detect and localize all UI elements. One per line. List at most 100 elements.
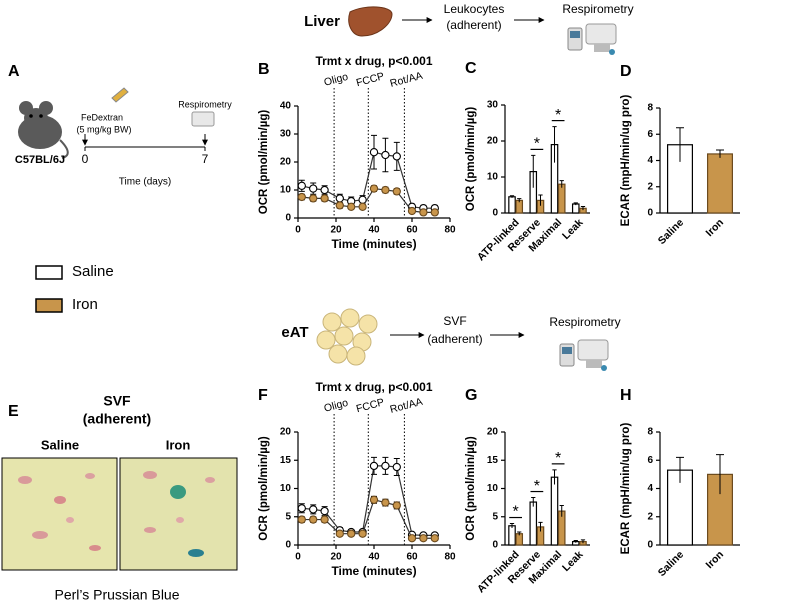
injection-label: Oligo (323, 71, 350, 89)
x-tick-label: 60 (406, 225, 418, 236)
error-bar (676, 456, 684, 483)
y-tick-label: 6 (647, 129, 653, 140)
error-bar (509, 195, 515, 198)
significance-label: * (534, 478, 540, 495)
y-tick-label: 20 (487, 136, 499, 147)
error-bar (676, 127, 684, 162)
y-tick-label: 30 (487, 100, 499, 111)
chart-title: Trmt x drug, p<0.001 (315, 380, 432, 394)
y-axis-label: OCR (pmol/min/µg) (465, 107, 477, 212)
data-point (392, 462, 401, 472)
data-point (309, 515, 318, 524)
error-bar (517, 198, 522, 203)
legend-label: Iron (72, 296, 98, 313)
y-tick-label: 0 (647, 208, 653, 219)
data-point (430, 208, 439, 217)
panel-letter: F (258, 387, 268, 404)
data-point (392, 152, 401, 161)
treatment-label: FeDextran (81, 112, 123, 122)
error-bar (580, 539, 586, 544)
y-tick-label: 20 (487, 427, 499, 438)
respirometer-icon (191, 111, 215, 127)
micrograph (1, 457, 118, 571)
data-point (369, 461, 379, 471)
x-tick-label: Iron (704, 217, 727, 240)
y-axis-label: OCR (pmol/min/µg) (258, 110, 270, 215)
panel-letter: B (258, 61, 270, 78)
caption: Perl’s Prussian Blue (54, 587, 179, 603)
x-tick-label: 0 (295, 552, 301, 563)
micrograph (119, 457, 238, 571)
bar (515, 199, 524, 214)
image-label: Saline (41, 437, 79, 452)
data-point (335, 529, 344, 538)
y-tick-label: 5 (285, 511, 291, 522)
x-tick-label: 40 (368, 552, 380, 563)
adipocyte-icon (316, 308, 378, 366)
timeline-tick-label: 7 (202, 152, 209, 166)
mouse-icon (18, 101, 69, 159)
treatment-label: (5 mg/kg BW) (76, 124, 131, 134)
y-tick-label: 30 (280, 129, 292, 140)
data-point (430, 534, 439, 543)
x-tick-label: 0 (295, 225, 301, 236)
y-tick-label: 8 (647, 427, 653, 438)
legend-label: Saline (72, 263, 114, 280)
y-tick-label: 4 (647, 155, 653, 166)
error-bar (716, 454, 724, 495)
y-tick-label: 0 (492, 540, 498, 551)
injection-label: FCCP (355, 70, 386, 89)
panel-letter: C (465, 60, 477, 77)
error-bar (559, 504, 564, 517)
error-bar (716, 149, 724, 158)
data-point (320, 185, 329, 195)
respirometer-icon (567, 23, 617, 55)
error-bar (552, 469, 557, 485)
data-point (407, 206, 417, 216)
significance-label: * (555, 450, 561, 467)
x-tick-label: 80 (444, 225, 456, 236)
bar (508, 525, 516, 546)
injection-label: Rot/AA (389, 70, 424, 90)
error-bar (509, 523, 515, 529)
step-label: Respirometry (562, 2, 633, 16)
y-axis-label: OCR (pmol/min/µg) (465, 436, 477, 541)
error-bar (538, 521, 543, 532)
x-tick-label: 60 (406, 552, 418, 563)
panel-letter: H (620, 387, 632, 404)
data-point (369, 184, 379, 193)
data-point (419, 208, 428, 217)
image-label: Iron (166, 437, 191, 452)
data-point (297, 181, 306, 190)
y-tick-label: 10 (487, 172, 499, 183)
data-point (335, 194, 344, 203)
y-tick-label: 5 (492, 511, 498, 522)
y-axis-label: OCR (pmol/min/µg) (258, 436, 270, 541)
error-bar (580, 206, 586, 211)
data-point (392, 187, 401, 196)
step-label: SVF (443, 314, 466, 328)
tissue-label: eAT (281, 324, 308, 341)
y-tick-label: 20 (280, 157, 292, 168)
data-point (358, 202, 367, 211)
step-label: (adherent) (427, 332, 482, 346)
data-point (297, 504, 306, 513)
data-point (369, 148, 379, 157)
significance-label: * (534, 136, 540, 153)
bar (706, 153, 733, 214)
data-point (347, 202, 356, 211)
x-tick-label: 40 (368, 225, 380, 236)
error-bar (538, 194, 543, 206)
data-point (369, 495, 379, 504)
bar (571, 203, 580, 214)
bar (550, 476, 559, 546)
data-point (297, 192, 306, 202)
y-tick-label: 8 (647, 103, 653, 114)
error-bar (559, 180, 564, 188)
y-tick-label: 40 (280, 101, 292, 112)
y-tick-label: 0 (285, 540, 291, 551)
x-tick-label: Leak (560, 216, 586, 242)
data-point (297, 515, 306, 524)
data-point (381, 461, 390, 471)
data-point (407, 534, 417, 543)
